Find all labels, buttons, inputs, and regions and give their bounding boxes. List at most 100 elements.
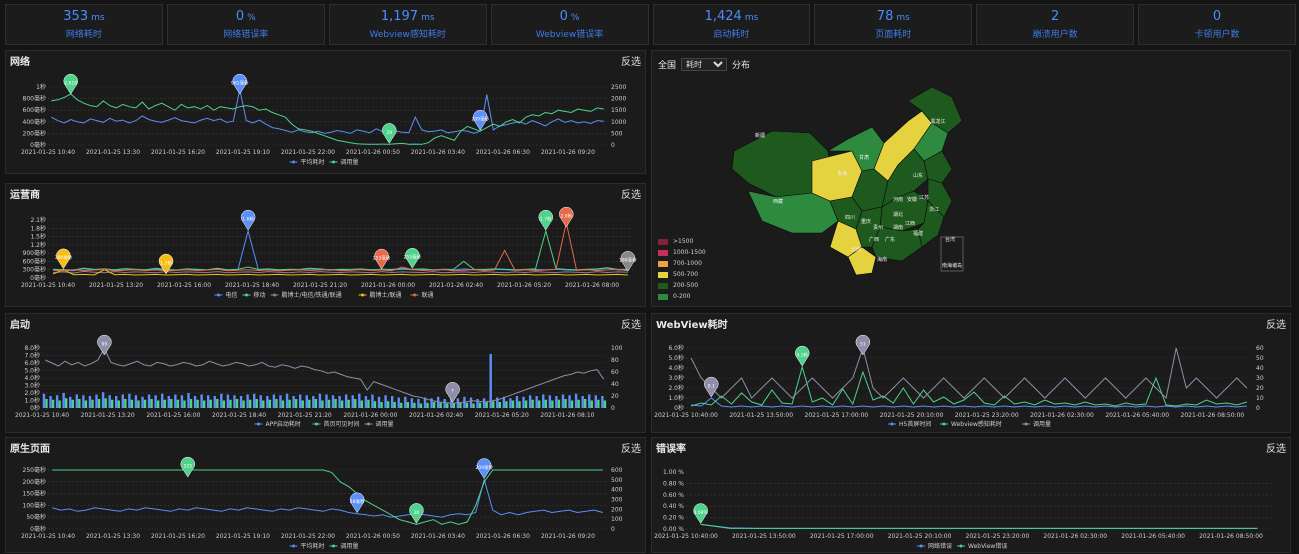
bar — [390, 396, 394, 408]
kpi-value: 0% — [559, 9, 580, 24]
bar — [128, 393, 131, 408]
bar — [502, 396, 506, 408]
map-legend-item[interactable]: 700-1000 — [658, 260, 706, 267]
invert-selection-button[interactable]: 反选 — [1266, 444, 1286, 455]
bar — [154, 395, 157, 408]
series-line — [51, 93, 604, 145]
x-tick-label: 2021-01-26 05:20 — [497, 282, 551, 289]
bar — [482, 398, 486, 408]
bar — [386, 401, 390, 408]
bar — [183, 400, 186, 408]
bar — [51, 399, 55, 408]
bar — [88, 396, 92, 408]
bar — [308, 399, 311, 408]
x-tick-label: 2021-01-25 13:50:00 — [732, 533, 796, 540]
legend-label: 调用量 — [376, 420, 394, 428]
invert-selection-button[interactable]: 反选 — [621, 190, 641, 201]
bar — [117, 400, 120, 408]
bar — [555, 396, 558, 408]
panel-title: 运营商 — [10, 190, 40, 201]
province-label: 江苏 — [919, 194, 929, 201]
y-right-tick-label: 60 — [611, 369, 619, 376]
invert-selection-button[interactable]: 反选 — [621, 320, 641, 331]
bar — [196, 399, 199, 408]
y-tick-label: 50毫秒 — [26, 513, 46, 521]
y-tick-label: 7.0秒 — [24, 352, 40, 360]
legend-item: H5首屏时间 — [888, 420, 931, 428]
marker-pin-label: 253毫秒 — [404, 254, 422, 261]
invert-selection-button[interactable]: 反选 — [621, 444, 641, 455]
x-tick-label: 2021-01-26 05:40:00 — [1105, 412, 1169, 419]
bar — [542, 394, 545, 408]
kpi-card: 0% 网络错误率 — [166, 4, 325, 45]
map-legend-item[interactable]: 500-700 — [658, 271, 706, 278]
map-legend-item[interactable]: >1500 — [658, 238, 706, 245]
province-label: 黑龙江 — [930, 118, 945, 125]
kpi-value: 1,424 ms — [704, 9, 759, 24]
x-tick-label: 2021-01-25 20:10:00 — [880, 412, 944, 419]
kpi-label: 卡顿用户数 — [1194, 30, 1240, 40]
map-legend-item[interactable]: 1000-1500 — [658, 249, 706, 256]
metric-select[interactable]: 耗时 — [681, 58, 728, 71]
invert-selection-button[interactable]: 反选 — [1266, 320, 1286, 331]
y-tick-label: 0.60 % — [663, 492, 684, 499]
y-right-tick-label: 2000 — [611, 96, 626, 103]
legend-swatch — [658, 271, 668, 278]
y-tick-label: 5.0秒 — [668, 354, 684, 362]
x-tick-label: 2021-01-25 10:40 — [21, 149, 75, 156]
marker-pin-label: 7 — [451, 389, 454, 395]
invert-selection-button[interactable]: 反选 — [621, 57, 641, 68]
y-tick-label: 1.00 % — [663, 469, 684, 476]
bar — [557, 399, 561, 408]
province-label: 安徽 — [907, 196, 917, 203]
bar — [511, 400, 515, 408]
legend-label: 0-200 — [673, 293, 691, 300]
y-right-tick-label: 1500 — [611, 107, 626, 114]
legend-item: 调用量 — [329, 542, 359, 550]
y-right-tick-label: 10 — [1256, 395, 1264, 402]
bar — [259, 395, 262, 408]
y-tick-label: 6.0秒 — [24, 359, 40, 367]
bar — [202, 400, 206, 408]
y-tick-label: 0毫秒 — [30, 141, 46, 149]
x-tick-label: 2021-01-25 18:40 — [225, 282, 279, 289]
bar — [489, 354, 492, 408]
x-tick-label: 2021-01-25 10:40 — [15, 412, 69, 419]
bar — [354, 399, 357, 408]
bar — [380, 402, 383, 408]
bar — [404, 396, 407, 408]
marker-pin: 253毫秒 — [404, 248, 422, 269]
marker-pin-label: 29 — [386, 130, 392, 136]
province-label: 南海诸岛 — [942, 262, 962, 269]
x-tick-label: 2021-01-26 06:30 — [476, 533, 530, 540]
map-legend-item[interactable]: 200-500 — [658, 282, 706, 289]
y-tick-label: 0.40 % — [663, 503, 684, 510]
y-right-tick-label: 300 — [611, 497, 623, 504]
bar — [209, 399, 212, 408]
bar — [325, 394, 328, 408]
bar — [371, 394, 374, 408]
network-panel: 网络 反选 0毫秒 200毫秒 400毫秒 600毫秒 800毫秒 1秒 0 500 1000 1… — [5, 50, 646, 174]
bar — [167, 396, 170, 408]
series-line — [690, 365, 1248, 407]
province-label: 贵州 — [873, 224, 883, 231]
legend-label: 联通 — [422, 291, 434, 299]
y-tick-label: 1.0秒 — [668, 394, 684, 402]
panel-title: 网络 — [10, 57, 30, 68]
bar — [439, 402, 442, 408]
distribution-label: 分布 — [732, 61, 751, 71]
x-tick-label: 2021-01-26 02:30:00 — [1030, 412, 1094, 419]
x-tick-label: 2021-01-26 09:20 — [541, 533, 595, 540]
bar — [314, 399, 318, 408]
map-legend-item[interactable]: 0-200 — [658, 293, 706, 300]
bar — [360, 400, 364, 408]
marker-pin: 0.1 — [704, 376, 719, 398]
kpi-value: 78 ms — [876, 9, 910, 24]
bar — [452, 402, 456, 408]
scope-label[interactable]: 全国 — [658, 61, 677, 71]
panel-title: 原生页面 — [10, 444, 50, 455]
bar — [577, 399, 580, 408]
bar — [331, 395, 335, 408]
bar — [176, 399, 180, 408]
x-tick-label: 2021-01-25 13:50:00 — [729, 412, 793, 419]
